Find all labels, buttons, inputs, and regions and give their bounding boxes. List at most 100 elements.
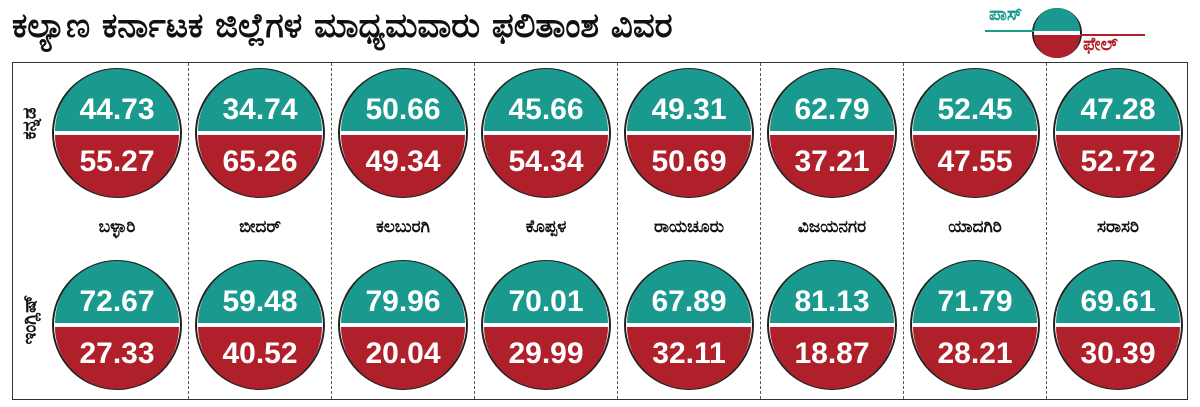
fail-half <box>484 135 608 197</box>
pass-half <box>341 69 465 131</box>
pass-half <box>55 261 179 323</box>
pass-value: 52.45 <box>937 93 1012 126</box>
pass-value: 81.13 <box>794 285 869 318</box>
pass-value: 34.74 <box>222 93 297 126</box>
fail-value: 18.87 <box>794 337 869 370</box>
pass-half <box>627 69 751 131</box>
result-circle: 62.79 37.21 <box>762 67 902 199</box>
fail-half <box>341 327 465 389</box>
fail-value: 55.27 <box>79 145 154 178</box>
pass-value: 62.79 <box>794 93 869 126</box>
fail-half <box>627 135 751 197</box>
legend-pass-label: ಪಾಸ್ <box>989 4 1023 25</box>
legend-fail-label: ಫೇಲ್ <box>1083 34 1118 55</box>
fail-value: 40.52 <box>222 337 297 370</box>
result-circle: 44.73 55.27 <box>47 67 187 199</box>
column-divider <box>1046 63 1047 399</box>
pass-value: 45.66 <box>508 93 583 126</box>
district-name: ವಿಜಯನಗರ <box>797 217 867 237</box>
fail-value: 47.55 <box>937 145 1012 178</box>
pass-value: 49.31 <box>651 93 726 126</box>
result-circle: 47.28 52.72 <box>1048 67 1188 199</box>
fail-half <box>198 135 322 197</box>
fail-half <box>1056 135 1180 197</box>
fail-value: 54.34 <box>508 145 583 178</box>
fail-value: 27.33 <box>79 337 154 370</box>
fail-value: 29.99 <box>508 337 583 370</box>
fail-value: 65.26 <box>222 145 297 178</box>
pass-half <box>913 69 1037 131</box>
fail-value: 50.69 <box>651 145 726 178</box>
pass-value: 69.61 <box>1080 285 1155 318</box>
fail-value: 20.04 <box>365 337 440 370</box>
district-name: ಯಾದಗಿರಿ <box>948 217 1002 237</box>
fail-half <box>913 327 1037 389</box>
result-circle: 69.61 30.39 <box>1048 259 1188 391</box>
pass-half <box>484 69 608 131</box>
fail-half <box>913 135 1037 197</box>
pass-value: 71.79 <box>937 285 1012 318</box>
pass-value: 44.73 <box>79 93 154 126</box>
column-divider <box>760 63 761 399</box>
column-divider <box>903 63 904 399</box>
result-circle: 50.66 49.34 <box>333 67 473 199</box>
district-name: ರಾಯಚೂರು <box>653 217 725 237</box>
fail-half <box>627 327 751 389</box>
column-divider <box>331 63 332 399</box>
pass-half <box>55 69 179 131</box>
result-circle: 72.67 27.33 <box>47 259 187 391</box>
result-circle: 71.79 28.21 <box>905 259 1045 391</box>
result-circle: 81.13 18.87 <box>762 259 902 391</box>
district-name: ಕೊಪ್ಪಳ <box>525 217 567 237</box>
fail-value: 37.21 <box>794 145 869 178</box>
pass-value: 79.96 <box>365 285 440 318</box>
result-circle: 34.74 65.26 <box>190 67 330 199</box>
pass-half <box>198 261 322 323</box>
fail-half <box>55 327 179 389</box>
pass-half <box>1056 69 1180 131</box>
column-divider <box>617 63 618 399</box>
pass-value: 67.89 <box>651 285 726 318</box>
page-title: ಕಲ್ಯಾಣ ಕರ್ನಾಟಕ ಜಿಲ್ಲೆಗಳ ಮಾಧ್ಯಮವಾರು ಫಲಿತಾ… <box>12 6 673 46</box>
pass-half <box>198 69 322 131</box>
pass-value: 72.67 <box>79 285 154 318</box>
fail-value: 52.72 <box>1080 145 1155 178</box>
pass-half <box>1056 261 1180 323</box>
column-divider <box>188 63 189 399</box>
legend: ಪಾಸ್ ಫೇಲ್ <box>985 0 1185 60</box>
pass-half <box>770 261 894 323</box>
pass-half <box>484 261 608 323</box>
legend-circle-icon <box>985 8 1145 58</box>
result-circle: 52.45 47.55 <box>905 67 1045 199</box>
result-circle: 59.48 40.52 <box>190 259 330 391</box>
pass-half <box>770 69 894 131</box>
pass-value: 47.28 <box>1080 93 1155 126</box>
result-circle: 49.31 50.69 <box>619 67 759 199</box>
column-divider <box>474 63 475 399</box>
pass-half <box>341 261 465 323</box>
fail-half <box>770 135 894 197</box>
fail-half <box>55 135 179 197</box>
fail-value: 32.11 <box>652 337 725 370</box>
result-circle: 45.66 54.34 <box>476 67 616 199</box>
fail-value: 28.21 <box>937 337 1012 370</box>
fail-half <box>198 327 322 389</box>
district-name: ಬಳ್ಳಾರಿ <box>98 217 136 237</box>
result-circle: 70.01 29.99 <box>476 259 616 391</box>
pass-value: 70.01 <box>508 285 583 318</box>
pass-half <box>627 261 751 323</box>
result-circle: 67.89 32.11 <box>619 259 759 391</box>
fail-half <box>484 327 608 389</box>
fail-half <box>1056 327 1180 389</box>
row-label-english: ಇಂಗ್ಲಿಷ್ <box>19 294 41 344</box>
pass-half <box>913 261 1037 323</box>
fail-half <box>770 327 894 389</box>
fail-value: 30.39 <box>1080 337 1155 370</box>
results-panel: ಕನ್ನಡ ಇಂಗ್ಲಿಷ್ ಬಳ್ಳಾರಿ 44.73 55.27 72.67 27.… <box>12 62 1188 400</box>
fail-half <box>341 135 465 197</box>
pass-value: 59.48 <box>222 285 297 318</box>
result-circle: 79.96 20.04 <box>333 259 473 391</box>
pass-value: 50.66 <box>365 93 440 126</box>
fail-value: 49.34 <box>365 145 440 178</box>
